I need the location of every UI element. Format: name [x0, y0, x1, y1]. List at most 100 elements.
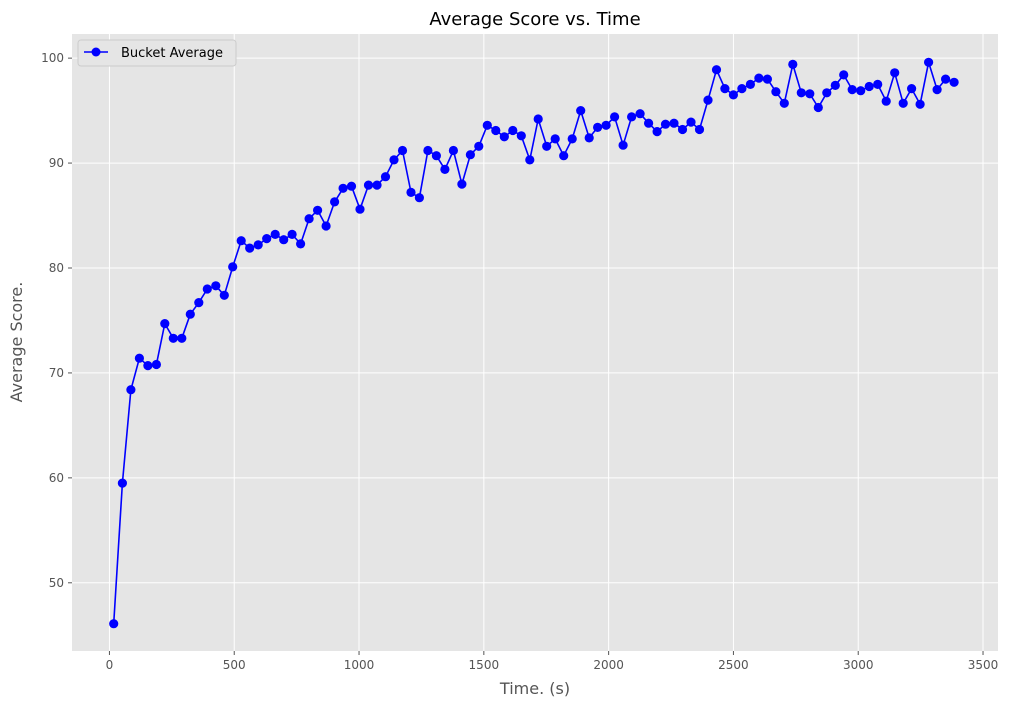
data-point [516, 131, 526, 141]
data-point [499, 132, 509, 142]
x-tick-label: 1500 [469, 658, 500, 672]
data-point [397, 145, 408, 156]
data-point [813, 102, 823, 113]
data-point [745, 79, 756, 89]
y-tick-label: 80 [49, 261, 64, 275]
data-point [508, 125, 518, 136]
data-point [177, 333, 187, 343]
data-point [907, 84, 917, 94]
data-point [245, 243, 255, 253]
data-point [270, 229, 280, 239]
grid [72, 34, 998, 651]
data-point [202, 284, 212, 294]
data-point [932, 85, 942, 95]
data-point [618, 140, 628, 150]
data-point [414, 193, 424, 203]
data-point [644, 118, 654, 128]
data-point [134, 353, 144, 363]
data-point [669, 118, 679, 128]
data-point [703, 95, 713, 105]
data-point [287, 229, 297, 239]
data-point [779, 98, 789, 108]
data-point [423, 145, 433, 156]
data-point [711, 65, 722, 75]
data-point [440, 164, 450, 174]
data-point [185, 309, 195, 319]
data-point [915, 99, 925, 109]
data-point [847, 85, 857, 95]
data-point [219, 290, 229, 300]
y-tick-label: 90 [49, 156, 64, 170]
data-point [236, 236, 246, 246]
x-tick-label: 500 [223, 658, 246, 672]
data-point [296, 239, 306, 249]
data-point [881, 96, 891, 106]
data-point [143, 361, 153, 371]
data-point [635, 109, 645, 119]
data-point [346, 181, 357, 191]
data-point [313, 205, 323, 215]
x-axis-label: Time. (s) [499, 679, 570, 698]
data-point [924, 57, 934, 67]
data-point [584, 133, 594, 143]
data-point [211, 281, 221, 291]
data-point [660, 119, 671, 129]
data-point [355, 204, 365, 214]
data-point [771, 87, 781, 97]
chart-title: Average Score vs. Time [429, 9, 640, 30]
data-point [898, 98, 908, 108]
data-point [389, 155, 399, 165]
legend-marker [91, 47, 101, 57]
data-point [372, 180, 382, 190]
x-tick-label: 3000 [843, 658, 874, 672]
data-point [533, 114, 543, 124]
data-point [720, 84, 730, 94]
data-point [610, 112, 620, 122]
data-point [228, 262, 238, 272]
data-point [593, 122, 603, 132]
x-tick-label: 2000 [593, 658, 624, 672]
data-point [253, 240, 263, 250]
data-point [321, 221, 331, 231]
data-point [762, 74, 773, 84]
y-axis-ticks: 50 60 70 80 90 100 [41, 51, 72, 590]
data-point [525, 155, 535, 165]
data-point [627, 112, 637, 122]
data-point [601, 120, 611, 130]
legend-label: Bucket Average [121, 46, 223, 61]
data-point [279, 235, 289, 245]
data-point [559, 151, 569, 161]
data-point [406, 187, 416, 197]
x-tick-label: 0 [106, 658, 114, 672]
data-point [151, 359, 161, 370]
data-point [949, 77, 959, 87]
data-point [482, 120, 492, 130]
data-point [677, 124, 688, 135]
data-point [576, 106, 586, 116]
data-point [431, 151, 441, 161]
legend: Bucket Average [77, 39, 237, 67]
data-point [542, 141, 552, 151]
data-point [694, 124, 705, 135]
data-point [890, 68, 900, 78]
data-point [652, 127, 662, 137]
data-point [338, 183, 348, 193]
data-point [830, 80, 840, 90]
data-point [737, 84, 747, 94]
data-point [864, 81, 874, 92]
data-point [380, 172, 391, 182]
data-point [117, 478, 127, 488]
data-point [448, 145, 458, 156]
data-point [550, 134, 560, 144]
data-point [856, 86, 866, 96]
data-point [109, 619, 119, 629]
data-point [873, 79, 883, 89]
data-point [126, 385, 136, 395]
y-axis-label: Average Score. [7, 282, 26, 403]
series-layer [109, 57, 959, 629]
data-point [728, 90, 739, 100]
data-point [304, 214, 314, 224]
y-tick-label: 60 [49, 471, 64, 485]
y-tick-label: 100 [41, 51, 64, 65]
